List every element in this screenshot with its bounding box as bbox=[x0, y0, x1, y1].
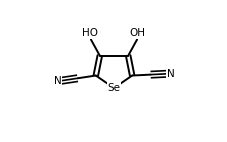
Text: OH: OH bbox=[129, 28, 145, 38]
Text: N: N bbox=[54, 76, 61, 86]
Text: HO: HO bbox=[82, 28, 98, 38]
Text: N: N bbox=[166, 69, 174, 79]
Text: Se: Se bbox=[107, 83, 120, 93]
